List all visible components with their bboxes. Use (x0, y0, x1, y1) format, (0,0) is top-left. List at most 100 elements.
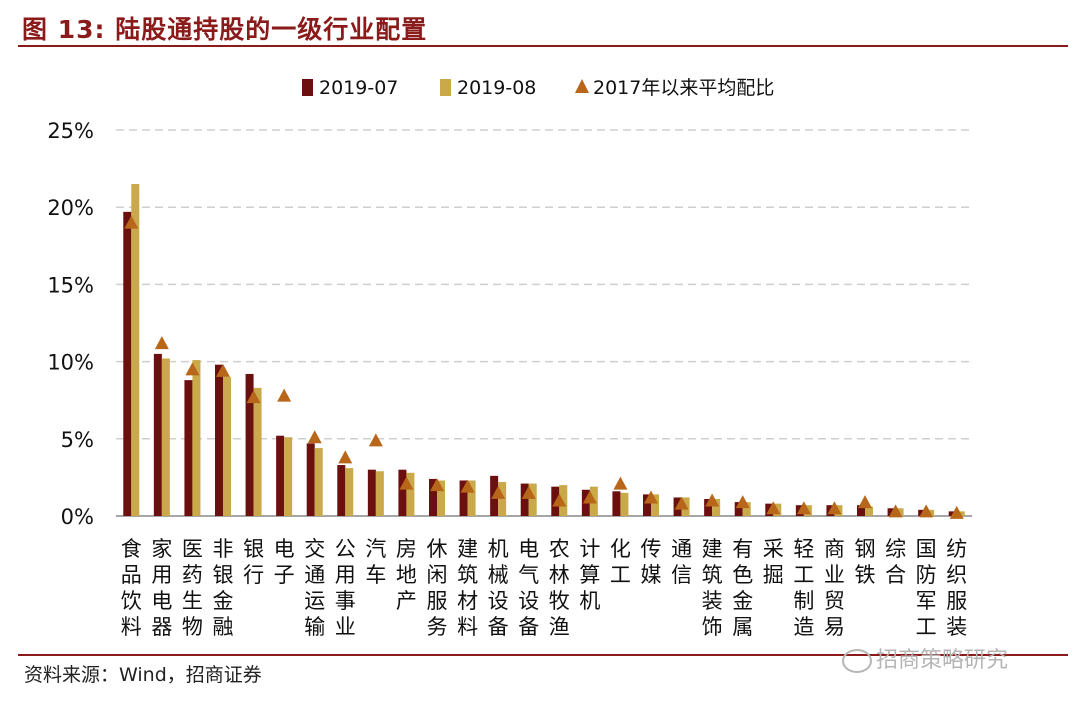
marker-average (246, 390, 261, 404)
bar-2019-07 (734, 502, 743, 516)
marker-average (521, 485, 536, 499)
x-category-label: 公用事业 (335, 537, 356, 639)
marker-average (307, 430, 322, 444)
bar-2019-08 (192, 360, 201, 516)
footer-rule (18, 654, 1068, 656)
bar-2019-08 (131, 184, 140, 517)
y-axis-ticks: 0% 5% 10% 15% 20% 25% (47, 119, 94, 529)
y-tick-label: 25% (47, 119, 94, 143)
marker-average (582, 490, 597, 504)
x-category-label: 食品饮料 (121, 537, 142, 639)
marker-average (491, 485, 506, 499)
x-category-label: 电气设备 (518, 537, 539, 639)
x-category-label: 建筑装饰 (702, 537, 723, 639)
y-tick-label: 15% (47, 273, 94, 297)
bar-2019-08 (437, 480, 445, 516)
bar-2019-07 (612, 491, 621, 516)
source-note: 资料来源：Wind，招商证券 (24, 664, 262, 686)
x-category-label: 纺织服装 (946, 537, 967, 639)
marker-average (124, 215, 139, 229)
bar-2019-08 (467, 480, 476, 516)
title-rule (18, 45, 1068, 47)
x-category-label: 商业贸易 (824, 537, 845, 639)
x-category-label: 化工 (610, 537, 631, 587)
legend-label: 2017年以来平均配比 (593, 77, 774, 99)
marker-average (705, 493, 720, 507)
watermark: 招商策略研究 (842, 642, 1008, 674)
bar-2019-08 (742, 502, 751, 516)
marker-average (552, 493, 567, 507)
bar-2019-08 (406, 472, 415, 516)
x-category-label: 国防军工 (916, 537, 937, 639)
bar-2019-08 (284, 437, 293, 516)
marker-average (949, 505, 964, 519)
x-category-label: 休闲服务 (427, 537, 448, 639)
y-tick-label: 0% (61, 505, 94, 529)
bar-2019-08 (865, 506, 873, 516)
bar-2019-07 (429, 478, 437, 516)
legend-swatch (302, 79, 313, 96)
bar-2019-07 (337, 465, 346, 516)
bar-2019-08 (314, 448, 323, 516)
x-category-label: 农林牧渔 (549, 537, 570, 639)
x-category-label: 采掘 (763, 537, 784, 587)
bar-2019-08 (345, 468, 354, 516)
x-category-label: 房地产 (396, 537, 417, 613)
legend-swatch (575, 79, 589, 93)
x-category-label: 建筑材料 (457, 537, 478, 639)
legend-label: 2019-08 (457, 77, 536, 99)
marker-average (460, 479, 475, 493)
bar-2019-07 (857, 505, 865, 516)
bar-2019-07 (643, 494, 651, 516)
legend-swatch (440, 79, 451, 96)
x-category-label: 通信 (671, 537, 692, 587)
marker-average (888, 504, 903, 518)
marker-average (216, 363, 230, 377)
bar-2019-08 (528, 483, 537, 516)
x-category-label: 电子 (274, 537, 295, 587)
bar-2019-07 (123, 211, 132, 516)
marker-average (644, 490, 658, 504)
bar-2019-07 (306, 443, 315, 516)
legend-label: 2019-07 (319, 77, 398, 99)
legend: 2019-07 2019-08 2017年以来平均配比 (302, 77, 774, 99)
bar-2019-08 (498, 482, 507, 516)
bar-2019-08 (253, 387, 262, 516)
x-category-label: 轻工制造 (793, 537, 814, 639)
bar-2019-07 (215, 364, 223, 516)
figure-title: 图 13: 陆股通持股的一级行业配置 (22, 15, 428, 44)
x-category-label: 汽车 (365, 537, 386, 587)
bars-layer (123, 184, 965, 517)
bar-2019-07 (367, 469, 376, 516)
marker-average (613, 476, 628, 490)
x-category-label: 机械设备 (488, 537, 509, 639)
wechat-icon (842, 649, 872, 673)
marker-average (735, 495, 750, 509)
x-axis-categories: 食品饮料家用电器医药生物非银金融银行电子交通运输公用事业汽车房地产休闲服务建筑材… (121, 537, 967, 639)
marker-average (766, 501, 781, 515)
markers-layer (124, 215, 964, 519)
x-category-label: 综合 (885, 537, 906, 587)
y-tick-label: 10% (47, 351, 94, 375)
bar-2019-07 (153, 353, 162, 516)
marker-average (185, 362, 200, 376)
marker-average (919, 504, 934, 518)
bar-2019-07 (704, 499, 713, 516)
bar-2019-07 (398, 469, 407, 516)
marker-average (858, 495, 872, 509)
x-category-label: 银行 (243, 537, 264, 587)
bar-2019-07 (459, 480, 468, 516)
bar-2019-07 (245, 373, 254, 516)
marker-average (277, 388, 292, 402)
marker-average (430, 478, 444, 492)
bar-2019-07 (184, 380, 193, 516)
bar-2019-08 (651, 494, 659, 516)
marker-average (674, 496, 689, 510)
marker-average (399, 476, 414, 490)
bar-2019-08 (712, 499, 721, 516)
y-tick-label: 5% (61, 428, 94, 452)
x-category-label: 医药生物 (182, 537, 203, 639)
y-tick-label: 20% (47, 196, 94, 220)
marker-average (338, 450, 353, 464)
